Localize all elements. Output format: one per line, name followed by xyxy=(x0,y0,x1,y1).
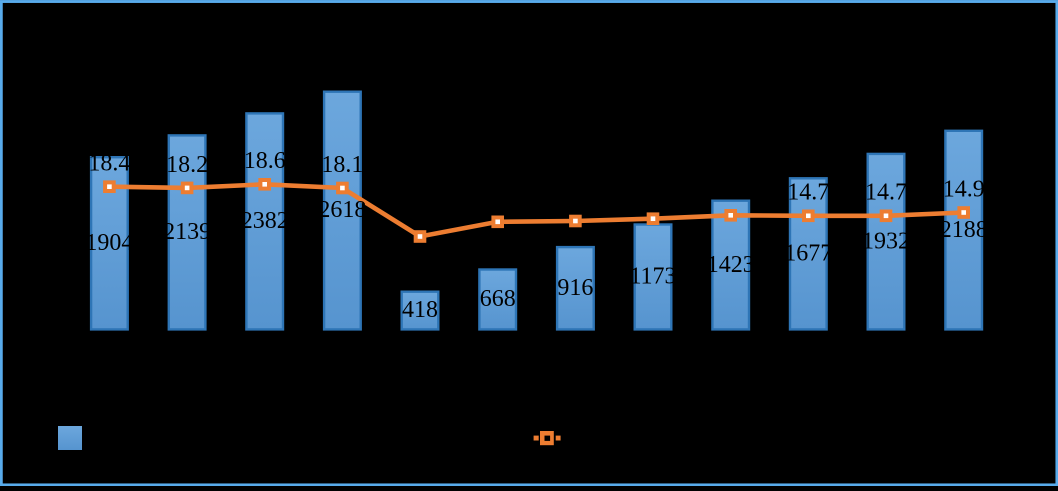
svg-text:18.4: 18.4 xyxy=(88,151,130,177)
svg-text:2139: 2139 xyxy=(163,219,211,245)
svg-text:18.2: 18.2 xyxy=(166,152,208,178)
svg-text:14.9: 14.9 xyxy=(943,176,985,202)
svg-text:916: 916 xyxy=(557,275,593,301)
svg-text:1904: 1904 xyxy=(85,230,133,256)
svg-text:2618: 2618 xyxy=(318,197,366,223)
svg-text:2188: 2188 xyxy=(940,217,988,243)
svg-text:1423: 1423 xyxy=(707,252,755,278)
svg-text:1173: 1173 xyxy=(629,264,676,290)
svg-text:14.7: 14.7 xyxy=(787,180,829,206)
svg-text:14.7: 14.7 xyxy=(865,180,907,206)
svg-text:18.1: 18.1 xyxy=(321,152,363,178)
svg-text:2382: 2382 xyxy=(241,208,289,234)
svg-text:418: 418 xyxy=(402,297,438,323)
svg-text:668: 668 xyxy=(480,286,516,312)
svg-text:18.6: 18.6 xyxy=(244,148,286,174)
svg-text:1932: 1932 xyxy=(862,228,910,254)
svg-text:1677: 1677 xyxy=(784,241,832,267)
